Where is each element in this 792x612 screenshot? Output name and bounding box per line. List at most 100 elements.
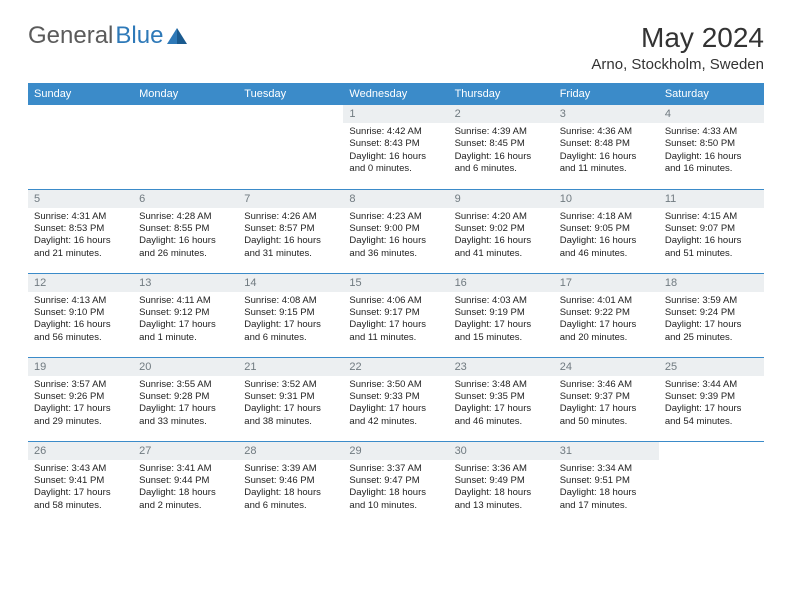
- sunset-text: Sunset: 9:39 PM: [665, 391, 758, 403]
- day-number: 12: [28, 274, 133, 292]
- daylight-text: Daylight: 17 hours: [560, 319, 653, 331]
- sunset-text: Sunset: 8:57 PM: [244, 223, 337, 235]
- sunrise-text: Sunrise: 4:06 AM: [349, 295, 442, 307]
- calendar-day-cell: 18Sunrise: 3:59 AMSunset: 9:24 PMDayligh…: [659, 273, 764, 357]
- daylight-text: Daylight: 17 hours: [139, 403, 232, 415]
- day-number: 30: [449, 442, 554, 460]
- day-number: 31: [554, 442, 659, 460]
- calendar-day-cell: ..: [28, 105, 133, 189]
- calendar-day-cell: 30Sunrise: 3:36 AMSunset: 9:49 PMDayligh…: [449, 441, 554, 525]
- day-content: Sunrise: 4:36 AMSunset: 8:48 PMDaylight:…: [554, 123, 659, 179]
- calendar-table: SundayMondayTuesdayWednesdayThursdayFrid…: [28, 83, 764, 525]
- day-number: 1: [343, 105, 448, 123]
- daylight-text: and 58 minutes.: [34, 500, 127, 512]
- day-content: Sunrise: 3:36 AMSunset: 9:49 PMDaylight:…: [449, 460, 554, 516]
- calendar-week-row: 26Sunrise: 3:43 AMSunset: 9:41 PMDayligh…: [28, 441, 764, 525]
- day-number: 9: [449, 190, 554, 208]
- weekday-header: Saturday: [659, 83, 764, 105]
- daylight-text: and 6 minutes.: [244, 500, 337, 512]
- daylight-text: Daylight: 17 hours: [244, 403, 337, 415]
- calendar-day-cell: 26Sunrise: 3:43 AMSunset: 9:41 PMDayligh…: [28, 441, 133, 525]
- sunset-text: Sunset: 9:44 PM: [139, 475, 232, 487]
- daylight-text: Daylight: 16 hours: [34, 319, 127, 331]
- daylight-text: Daylight: 18 hours: [455, 487, 548, 499]
- daylight-text: Daylight: 16 hours: [560, 151, 653, 163]
- sunrise-text: Sunrise: 3:50 AM: [349, 379, 442, 391]
- daylight-text: and 36 minutes.: [349, 248, 442, 260]
- daylight-text: Daylight: 16 hours: [349, 151, 442, 163]
- calendar-day-cell: ..: [133, 105, 238, 189]
- daylight-text: Daylight: 17 hours: [560, 403, 653, 415]
- day-number: 21: [238, 358, 343, 376]
- daylight-text: Daylight: 16 hours: [455, 235, 548, 247]
- day-number: 11: [659, 190, 764, 208]
- daylight-text: Daylight: 17 hours: [665, 403, 758, 415]
- sunset-text: Sunset: 9:49 PM: [455, 475, 548, 487]
- sunrise-text: Sunrise: 3:59 AM: [665, 295, 758, 307]
- calendar-day-cell: 29Sunrise: 3:37 AMSunset: 9:47 PMDayligh…: [343, 441, 448, 525]
- day-content: Sunrise: 3:43 AMSunset: 9:41 PMDaylight:…: [28, 460, 133, 516]
- daylight-text: and 25 minutes.: [665, 332, 758, 344]
- daylight-text: and 38 minutes.: [244, 416, 337, 428]
- sunrise-text: Sunrise: 3:55 AM: [139, 379, 232, 391]
- daylight-text: and 11 minutes.: [349, 332, 442, 344]
- daylight-text: and 29 minutes.: [34, 416, 127, 428]
- calendar-day-cell: ..: [659, 441, 764, 525]
- sunset-text: Sunset: 9:41 PM: [34, 475, 127, 487]
- sunrise-text: Sunrise: 4:01 AM: [560, 295, 653, 307]
- weekday-header: Monday: [133, 83, 238, 105]
- sunrise-text: Sunrise: 3:37 AM: [349, 463, 442, 475]
- calendar-page: GeneralBlue May 2024 Arno, Stockholm, Sw…: [0, 0, 792, 537]
- daylight-text: and 56 minutes.: [34, 332, 127, 344]
- daylight-text: Daylight: 16 hours: [560, 235, 653, 247]
- sunrise-text: Sunrise: 4:23 AM: [349, 211, 442, 223]
- calendar-day-cell: 11Sunrise: 4:15 AMSunset: 9:07 PMDayligh…: [659, 189, 764, 273]
- day-number: 4: [659, 105, 764, 123]
- sunrise-text: Sunrise: 3:36 AM: [455, 463, 548, 475]
- daylight-text: and 17 minutes.: [560, 500, 653, 512]
- daylight-text: Daylight: 18 hours: [560, 487, 653, 499]
- daylight-text: Daylight: 16 hours: [349, 235, 442, 247]
- calendar-day-cell: 20Sunrise: 3:55 AMSunset: 9:28 PMDayligh…: [133, 357, 238, 441]
- daylight-text: and 0 minutes.: [349, 163, 442, 175]
- calendar-day-cell: 14Sunrise: 4:08 AMSunset: 9:15 PMDayligh…: [238, 273, 343, 357]
- day-content: Sunrise: 3:41 AMSunset: 9:44 PMDaylight:…: [133, 460, 238, 516]
- calendar-day-cell: 15Sunrise: 4:06 AMSunset: 9:17 PMDayligh…: [343, 273, 448, 357]
- calendar-day-cell: 17Sunrise: 4:01 AMSunset: 9:22 PMDayligh…: [554, 273, 659, 357]
- day-content: Sunrise: 4:11 AMSunset: 9:12 PMDaylight:…: [133, 292, 238, 348]
- day-content: Sunrise: 3:59 AMSunset: 9:24 PMDaylight:…: [659, 292, 764, 348]
- sunrise-text: Sunrise: 4:03 AM: [455, 295, 548, 307]
- sunset-text: Sunset: 9:15 PM: [244, 307, 337, 319]
- daylight-text: and 2 minutes.: [139, 500, 232, 512]
- weekday-header: Thursday: [449, 83, 554, 105]
- logo-triangle-icon: [167, 28, 187, 44]
- calendar-week-row: 12Sunrise: 4:13 AMSunset: 9:10 PMDayligh…: [28, 273, 764, 357]
- daylight-text: Daylight: 18 hours: [244, 487, 337, 499]
- sunset-text: Sunset: 8:55 PM: [139, 223, 232, 235]
- sunset-text: Sunset: 9:28 PM: [139, 391, 232, 403]
- sunrise-text: Sunrise: 3:43 AM: [34, 463, 127, 475]
- sunrise-text: Sunrise: 4:08 AM: [244, 295, 337, 307]
- calendar-day-cell: 3Sunrise: 4:36 AMSunset: 8:48 PMDaylight…: [554, 105, 659, 189]
- daylight-text: Daylight: 17 hours: [455, 403, 548, 415]
- calendar-day-cell: 24Sunrise: 3:46 AMSunset: 9:37 PMDayligh…: [554, 357, 659, 441]
- header: GeneralBlue May 2024 Arno, Stockholm, Sw…: [28, 22, 764, 73]
- day-number: 10: [554, 190, 659, 208]
- day-number: 17: [554, 274, 659, 292]
- sunrise-text: Sunrise: 3:57 AM: [34, 379, 127, 391]
- daylight-text: Daylight: 17 hours: [34, 403, 127, 415]
- day-content: Sunrise: 3:50 AMSunset: 9:33 PMDaylight:…: [343, 376, 448, 432]
- day-number: 5: [28, 190, 133, 208]
- sunrise-text: Sunrise: 4:18 AM: [560, 211, 653, 223]
- calendar-day-cell: 8Sunrise: 4:23 AMSunset: 9:00 PMDaylight…: [343, 189, 448, 273]
- weekday-header: Wednesday: [343, 83, 448, 105]
- day-content: Sunrise: 4:33 AMSunset: 8:50 PMDaylight:…: [659, 123, 764, 179]
- day-content: Sunrise: 4:26 AMSunset: 8:57 PMDaylight:…: [238, 208, 343, 264]
- calendar-day-cell: 10Sunrise: 4:18 AMSunset: 9:05 PMDayligh…: [554, 189, 659, 273]
- day-number: 27: [133, 442, 238, 460]
- sunrise-text: Sunrise: 3:48 AM: [455, 379, 548, 391]
- day-number: 23: [449, 358, 554, 376]
- logo-text-blue: Blue: [115, 22, 163, 50]
- sunset-text: Sunset: 9:24 PM: [665, 307, 758, 319]
- calendar-day-cell: 23Sunrise: 3:48 AMSunset: 9:35 PMDayligh…: [449, 357, 554, 441]
